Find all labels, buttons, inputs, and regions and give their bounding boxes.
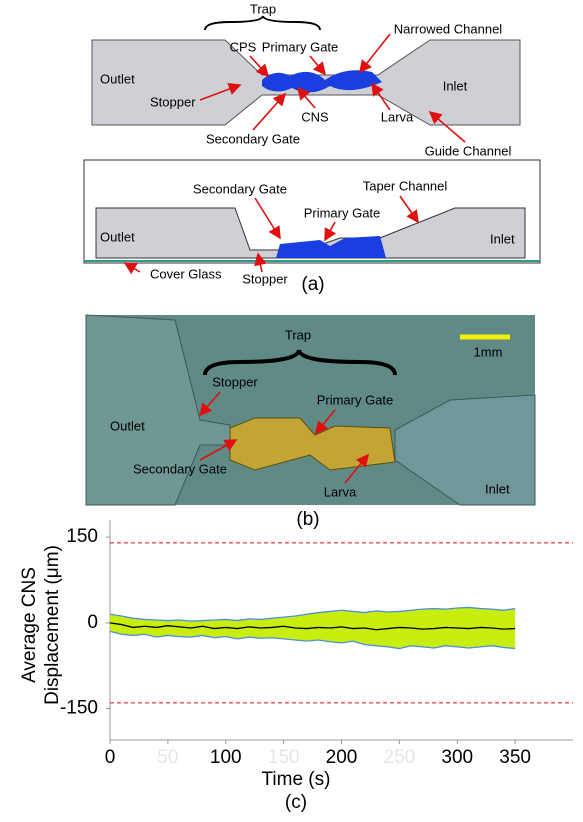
- x-tick-label: 300: [441, 747, 473, 768]
- figure: Trap Narrowed Channel CPS Primary Gate O…: [0, 0, 583, 822]
- y-tick-label: 0: [87, 612, 98, 633]
- x-tick-label: 0: [105, 747, 116, 768]
- label: Stopper: [242, 271, 288, 286]
- label: Larva: [381, 109, 414, 124]
- panel-a-top: Trap Narrowed Channel CPS Primary Gate O…: [92, 1, 520, 158]
- x-tick-label: 350: [499, 747, 531, 768]
- label: CNS: [301, 109, 329, 124]
- x-tick-label: 150: [268, 747, 300, 768]
- x-tick-label: 200: [326, 747, 358, 768]
- x-tick-label: 100: [210, 747, 242, 768]
- label: Inlet: [485, 481, 510, 496]
- y-tick-label: -150: [60, 698, 98, 719]
- arrow: [360, 34, 390, 72]
- label: Cover Glass: [150, 266, 222, 281]
- arrow: [253, 94, 285, 130]
- label: Inlet: [443, 78, 468, 93]
- label: Stopper: [212, 374, 258, 389]
- x-tick-label: 250: [384, 747, 416, 768]
- x-tick-label: 50: [157, 747, 178, 768]
- label: Taper Channel: [363, 178, 448, 193]
- label: Narrowed Channel: [394, 21, 503, 36]
- label: Outlet: [100, 71, 135, 86]
- label: Primary Gate: [317, 392, 394, 407]
- y-tick-label: 150: [66, 526, 98, 547]
- caption: (a): [301, 274, 324, 295]
- arrow: [125, 263, 140, 272]
- x-axis-label: Time (s): [262, 769, 331, 790]
- y-axis-label: Displacement (μm): [42, 545, 63, 705]
- panel-b: Trap 1mm Stopper Primary Gate Outlet Sec…: [86, 315, 535, 530]
- label: Guide Channel: [425, 143, 512, 158]
- label: Secondary Gate: [206, 131, 300, 146]
- panel-c: Average CNS Displacement (μm) Time (s) (…: [19, 520, 573, 813]
- arrow: [310, 56, 325, 74]
- label: Outlet: [110, 418, 145, 433]
- label: Primary Gate: [304, 205, 381, 220]
- caption: (b): [296, 509, 319, 530]
- label: Larva: [324, 484, 357, 499]
- label: Primary Gate: [262, 39, 339, 54]
- label: Outlet: [100, 229, 135, 244]
- label: Secondary Gate: [133, 461, 227, 476]
- label: Inlet: [490, 231, 515, 246]
- label: Trap: [250, 1, 276, 16]
- caption: (c): [285, 792, 307, 813]
- label: Secondary Gate: [193, 181, 287, 196]
- brace: [205, 16, 320, 30]
- label: 1mm: [474, 344, 503, 359]
- y-axis-label: Average CNS: [19, 567, 40, 683]
- label: Trap: [285, 327, 311, 342]
- label: Stopper: [150, 94, 196, 109]
- label: CPS: [230, 39, 257, 54]
- panel-a-side: Secondary Gate Taper Channel Primary Gat…: [84, 160, 540, 295]
